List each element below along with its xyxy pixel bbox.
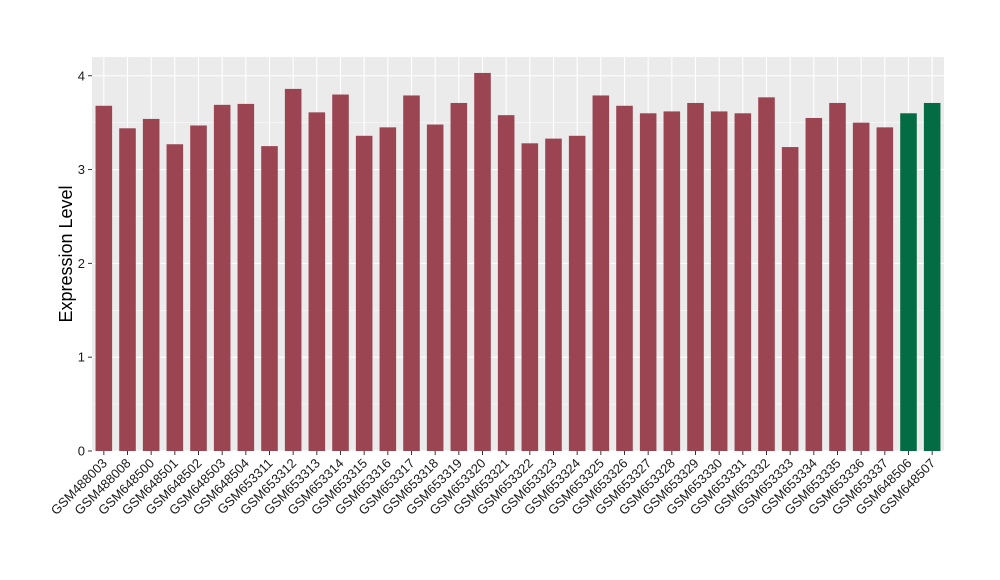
bar-gsm653327 xyxy=(639,113,657,452)
bar-gsm488003 xyxy=(95,105,113,452)
bar-gsm648504 xyxy=(237,103,255,452)
bar-gsm653331 xyxy=(734,113,752,452)
bar-gsm653318 xyxy=(426,124,444,452)
bar-gsm653325 xyxy=(592,95,610,451)
bar-gsm648502 xyxy=(190,125,207,451)
bars xyxy=(95,72,941,452)
bar-gsm488008 xyxy=(119,128,136,452)
bar-gsm653333 xyxy=(781,147,799,452)
bar-gsm653336 xyxy=(852,122,870,452)
bar-gsm648500 xyxy=(142,118,160,452)
y-tick-label: 0 xyxy=(78,444,85,459)
y-tick-label: 1 xyxy=(78,350,85,365)
bar-gsm648506 xyxy=(900,113,917,452)
minor-gridlines xyxy=(92,122,944,405)
y-axis-title: Expression Level xyxy=(56,185,76,322)
bar-gsm653330 xyxy=(710,111,728,452)
bar-gsm653337 xyxy=(876,127,894,451)
bar-gsm653326 xyxy=(616,105,633,452)
bar-gsm653322 xyxy=(521,143,539,452)
bar-gsm648501 xyxy=(166,144,184,451)
bar-gsm653329 xyxy=(687,102,704,451)
bar-gsm653323 xyxy=(545,138,562,451)
y-tick-label: 3 xyxy=(78,162,85,177)
bar-gsm653328 xyxy=(663,111,681,452)
bar-gsm653317 xyxy=(403,95,420,451)
y-axis: 0 1 2 3 4 xyxy=(78,68,92,459)
bar-gsm653314 xyxy=(332,94,349,452)
bar-gsm653324 xyxy=(568,135,586,452)
bar-gsm653335 xyxy=(829,102,846,451)
bar-gsm653334 xyxy=(805,117,823,451)
bar-gsm653321 xyxy=(497,115,515,452)
bar-gsm653316 xyxy=(379,127,397,451)
bar-gsm648507 xyxy=(923,102,941,451)
bar-gsm653311 xyxy=(261,146,278,451)
bar-gsm653332 xyxy=(758,97,775,451)
bar-gsm653312 xyxy=(284,88,302,452)
y-tick-label: 2 xyxy=(78,256,85,271)
bar-gsm653319 xyxy=(450,102,468,451)
bar-gsm653313 xyxy=(308,112,326,451)
bar-gsm653320 xyxy=(474,72,491,451)
y-tick-label: 4 xyxy=(78,68,85,83)
x-axis: GSM488003GSM488008GSM648500GSM648501GSM6… xyxy=(48,451,938,518)
bar-gsm653315 xyxy=(355,135,373,452)
bar-gsm648503 xyxy=(213,104,231,451)
